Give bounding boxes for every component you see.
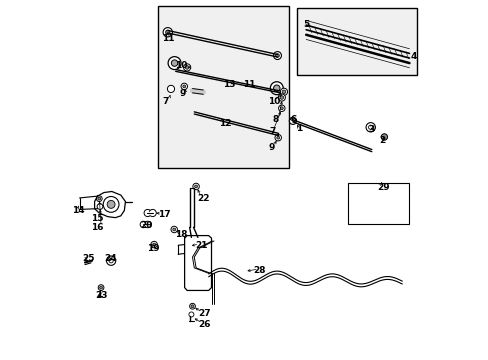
Text: 10: 10 [174, 62, 186, 71]
Text: 29: 29 [376, 183, 389, 192]
Circle shape [107, 201, 115, 208]
Text: 22: 22 [197, 194, 209, 203]
Circle shape [280, 88, 287, 95]
Text: 17: 17 [158, 210, 170, 219]
Text: 3: 3 [367, 125, 374, 134]
Circle shape [276, 136, 279, 139]
Circle shape [189, 303, 195, 309]
Text: 9: 9 [268, 143, 275, 152]
Circle shape [280, 107, 283, 110]
Circle shape [100, 286, 102, 289]
Text: 24: 24 [104, 254, 116, 263]
Circle shape [194, 185, 197, 188]
Text: 26: 26 [198, 320, 210, 329]
Text: 27: 27 [198, 309, 210, 318]
Text: 7: 7 [162, 96, 168, 105]
Text: 16: 16 [91, 223, 103, 232]
Text: 4: 4 [409, 52, 416, 61]
Circle shape [188, 312, 194, 317]
Circle shape [171, 60, 178, 66]
Text: 6: 6 [290, 115, 296, 124]
Text: 12: 12 [219, 119, 231, 128]
Circle shape [282, 90, 285, 94]
Circle shape [168, 57, 181, 69]
Circle shape [167, 85, 174, 93]
Circle shape [144, 210, 151, 217]
Circle shape [270, 82, 283, 95]
Circle shape [274, 134, 281, 141]
Text: 11: 11 [242, 81, 255, 90]
Circle shape [380, 134, 387, 140]
Text: 10: 10 [267, 96, 280, 105]
Circle shape [280, 96, 283, 99]
Circle shape [278, 105, 285, 112]
Circle shape [165, 30, 169, 35]
Text: 11: 11 [162, 34, 174, 43]
Circle shape [366, 123, 375, 132]
Circle shape [149, 210, 156, 217]
Circle shape [273, 85, 280, 91]
Text: 20: 20 [140, 221, 152, 230]
Circle shape [171, 226, 177, 233]
Circle shape [368, 125, 372, 130]
Text: 7: 7 [268, 127, 275, 136]
Circle shape [278, 94, 285, 101]
Text: 21: 21 [195, 241, 207, 250]
Circle shape [273, 51, 281, 59]
Text: 13: 13 [223, 81, 235, 90]
Circle shape [191, 305, 194, 308]
Bar [348, 183, 408, 224]
Text: 14: 14 [72, 206, 85, 215]
Circle shape [96, 196, 102, 202]
Bar [158, 6, 288, 168]
Text: 28: 28 [253, 266, 265, 275]
Circle shape [275, 54, 279, 57]
Text: 23: 23 [96, 291, 108, 300]
Circle shape [152, 243, 155, 246]
Text: 19: 19 [147, 244, 159, 253]
Text: 1: 1 [296, 123, 302, 132]
Bar [297, 8, 416, 75]
Circle shape [98, 285, 104, 291]
Text: 18: 18 [174, 230, 187, 239]
Text: 5: 5 [303, 19, 308, 28]
Circle shape [185, 66, 188, 69]
Circle shape [183, 64, 190, 71]
Circle shape [140, 221, 146, 228]
Text: 9: 9 [179, 89, 185, 98]
Circle shape [172, 228, 175, 231]
Circle shape [109, 258, 113, 263]
Circle shape [289, 117, 296, 125]
Circle shape [181, 83, 187, 90]
Circle shape [103, 197, 119, 212]
Circle shape [97, 204, 102, 210]
Circle shape [98, 197, 101, 200]
Circle shape [192, 183, 199, 190]
Circle shape [144, 221, 151, 228]
Circle shape [106, 256, 116, 265]
Text: 8: 8 [272, 115, 278, 124]
Circle shape [183, 85, 185, 88]
Text: 15: 15 [91, 214, 103, 223]
Text: 25: 25 [82, 254, 95, 263]
Circle shape [163, 28, 172, 37]
Text: 2: 2 [378, 136, 385, 145]
Circle shape [151, 241, 157, 248]
